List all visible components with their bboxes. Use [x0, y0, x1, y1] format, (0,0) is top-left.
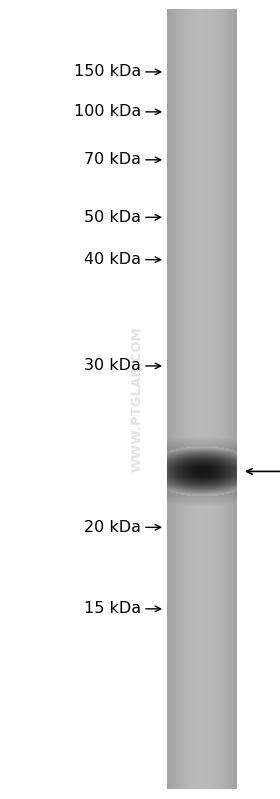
Text: 40 kDa: 40 kDa — [84, 252, 141, 267]
Text: 30 kDa: 30 kDa — [84, 359, 141, 373]
Text: 70 kDa: 70 kDa — [84, 153, 141, 167]
Text: WWW.PTGLAB.COM: WWW.PTGLAB.COM — [130, 327, 143, 472]
Text: 150 kDa: 150 kDa — [74, 65, 141, 79]
Text: 15 kDa: 15 kDa — [84, 602, 141, 616]
Text: 20 kDa: 20 kDa — [84, 520, 141, 535]
Text: 100 kDa: 100 kDa — [74, 105, 141, 119]
Text: 50 kDa: 50 kDa — [84, 210, 141, 225]
